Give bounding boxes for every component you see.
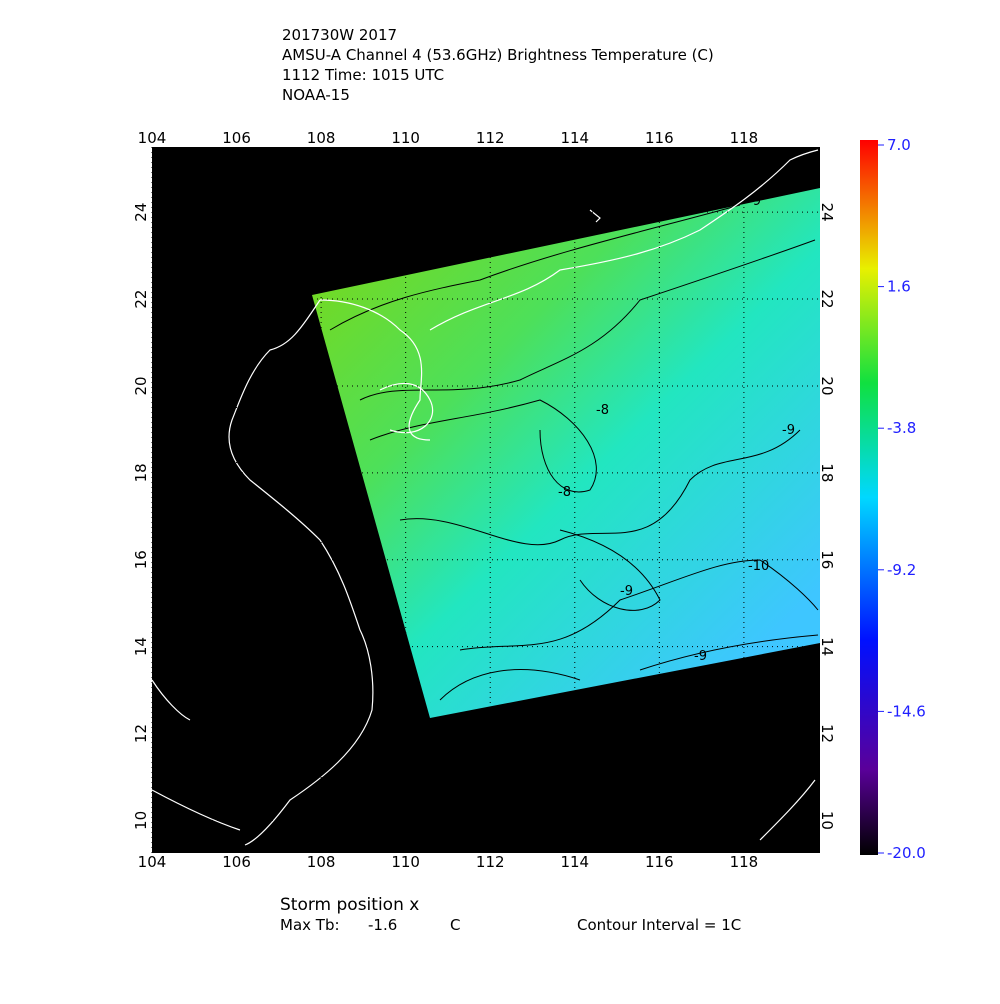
footer: Storm position x Max Tb: -1.6 C Contour … — [280, 895, 741, 934]
contour-label: -8 — [596, 403, 609, 418]
lon-tick-label: 108 — [307, 853, 336, 871]
lon-tick-label: 106 — [222, 853, 251, 871]
lon-tick-label: 104 — [138, 129, 167, 147]
lat-tick-label: 14 — [818, 637, 836, 656]
colorbar — [860, 140, 878, 855]
header-line: AMSU-A Channel 4 (53.6GHz) Brightness Te… — [282, 46, 714, 64]
contour-label: -8 — [558, 485, 571, 500]
lat-tick-label: 24 — [818, 203, 836, 222]
contour-label: -9 — [782, 423, 795, 438]
lon-tick-label: 112 — [476, 129, 505, 147]
contour-label: -9 — [694, 649, 707, 664]
contours — [329, 204, 819, 701]
lat-tick-label: 18 — [818, 463, 836, 482]
lon-tick-label: 116 — [645, 129, 674, 147]
lat-tick-label: 16 — [818, 550, 836, 569]
header: 201730W 2017 AMSU-A Channel 4 (53.6GHz) … — [282, 26, 714, 104]
colorbar-tick-label: -20.0 — [887, 844, 926, 862]
lon-tick-label: 118 — [730, 129, 759, 147]
lon-tick-label: 106 — [222, 129, 251, 147]
lat-tick-label: 16 — [132, 550, 150, 569]
lat-tick-label: 22 — [818, 290, 836, 309]
lat-tick-label: 18 — [132, 463, 150, 482]
lon-tick-label: 112 — [476, 853, 505, 871]
colorbar-tick-label: 1.6 — [887, 278, 911, 296]
lon-tick-label: 114 — [560, 129, 589, 147]
colorbar-tick-label: -9.2 — [887, 561, 916, 579]
lat-tick-label: 20 — [818, 376, 836, 395]
lat-tick-label: 12 — [132, 724, 150, 743]
header-line: NOAA-15 — [282, 86, 350, 104]
colorbar-tick-label: 7.0 — [887, 136, 911, 154]
lat-tick-label: 10 — [818, 811, 836, 830]
lat-tick-label: 22 — [132, 290, 150, 309]
lon-tick-label: 108 — [307, 129, 336, 147]
lon-tick-label: 116 — [645, 853, 674, 871]
contour-interval: Contour Interval = 1C — [577, 916, 741, 934]
header-line: 1112 Time: 1015 UTC — [282, 66, 444, 84]
max-unit: C — [450, 916, 460, 934]
storm-position: Storm position x — [280, 895, 419, 915]
max-value: -1.6 — [368, 916, 397, 934]
contour-label: -9 — [620, 584, 633, 599]
swath — [312, 188, 820, 718]
lon-tick-label: 104 — [138, 853, 167, 871]
lat-tick-label: 20 — [132, 376, 150, 395]
lat-tick-label: 10 — [132, 811, 150, 830]
contour-label: -9 — [748, 194, 761, 209]
lon-tick-label: 110 — [391, 129, 420, 147]
colorbar-tick-label: -3.8 — [887, 419, 916, 437]
max-label: Max Tb: — [280, 916, 340, 934]
coastline — [151, 149, 819, 846]
lat-tick-label: 24 — [132, 203, 150, 222]
contour-label: -10 — [748, 559, 769, 574]
lon-tick-label: 118 — [730, 853, 759, 871]
map: -8 -8 -9 -9 -10 -9 -9 — [151, 147, 820, 853]
lat-tick-label: 12 — [818, 724, 836, 743]
contour-labels: -8 -8 -9 -9 -10 -9 -9 — [558, 194, 795, 664]
lon-tick-label: 110 — [391, 853, 420, 871]
colorbar-tick-label: -14.6 — [887, 702, 926, 720]
lat-tick-label: 14 — [132, 637, 150, 656]
lon-tick-label: 114 — [560, 853, 589, 871]
header-line: 201730W 2017 — [282, 26, 397, 44]
